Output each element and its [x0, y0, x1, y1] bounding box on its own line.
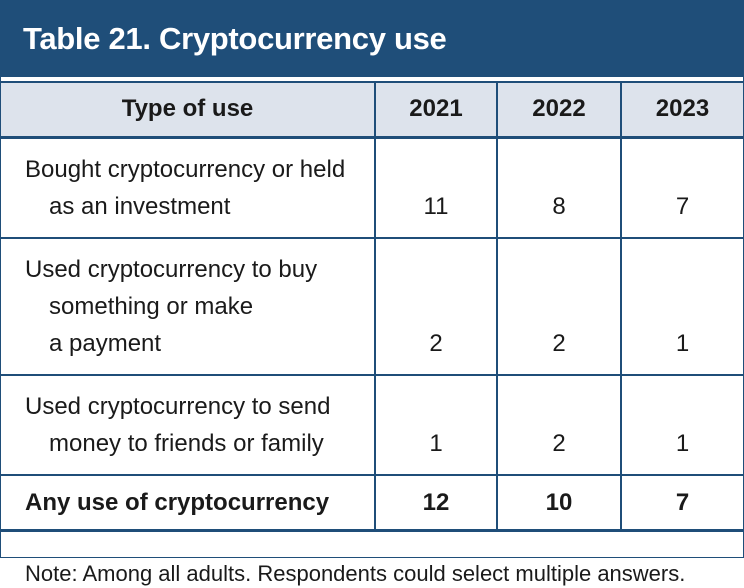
row-label-line: Used cryptocurrency to buy: [25, 255, 318, 283]
cell-2022: 2: [496, 237, 621, 375]
cell-2023: 1: [620, 237, 743, 375]
table-row: Bought cryptocurrency or held as an inve…: [1, 137, 743, 238]
row-label-line: a payment: [49, 329, 162, 357]
table-note: Note: Among all adults. Respondents coul…: [25, 560, 686, 586]
table-row: Used cryptocurrency to send money to fri…: [1, 374, 743, 475]
crypto-use-table: Type of use 2021 2022 2023 Bought crypto…: [1, 81, 743, 532]
row-label: Bought cryptocurrency or held as an inve…: [1, 137, 375, 238]
row-label-line: as an investment: [49, 192, 231, 220]
header-type-of-use: Type of use: [121, 95, 254, 123]
table-row: Used cryptocurrency to buy something or …: [1, 237, 743, 375]
cell-2023: 7: [620, 137, 743, 238]
total-row: Any use of cryptocurrency 12 10 7: [1, 474, 743, 530]
row-label-line: money to friends or family: [49, 429, 324, 457]
title-bar: Table 21. Cryptocurrency use: [1, 1, 743, 77]
total-label: Any use of cryptocurrency: [25, 488, 330, 516]
row-label-line: something or make: [49, 292, 254, 320]
cell-2022: 8: [496, 137, 621, 238]
cell-2021: 1: [374, 374, 497, 475]
header-2023: 2023: [620, 82, 743, 137]
header-2022: 2022: [496, 82, 621, 137]
total-2022: 10: [496, 474, 621, 530]
row-label-line: Used cryptocurrency to send: [25, 392, 331, 420]
cell-2021: 2: [374, 237, 497, 375]
title-divider: [1, 77, 743, 81]
row-label: Used cryptocurrency to buy something or …: [1, 238, 375, 375]
row-label-line: Bought cryptocurrency or held: [25, 155, 346, 183]
header-2021: 2021: [374, 82, 497, 137]
row-label: Used cryptocurrency to send money to fri…: [1, 375, 375, 475]
total-2023: 7: [620, 474, 743, 530]
total-2021: 12: [374, 474, 497, 530]
table-title: Table 21. Cryptocurrency use: [23, 21, 447, 56]
header-row: Type of use 2021 2022 2023: [1, 82, 743, 137]
cell-2021: 11: [374, 137, 497, 238]
cell-2023: 1: [620, 374, 743, 475]
cell-2022: 2: [496, 374, 621, 475]
